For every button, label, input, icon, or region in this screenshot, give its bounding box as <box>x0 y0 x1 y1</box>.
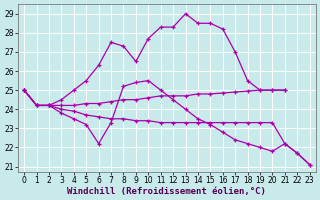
X-axis label: Windchill (Refroidissement éolien,°C): Windchill (Refroidissement éolien,°C) <box>68 187 266 196</box>
